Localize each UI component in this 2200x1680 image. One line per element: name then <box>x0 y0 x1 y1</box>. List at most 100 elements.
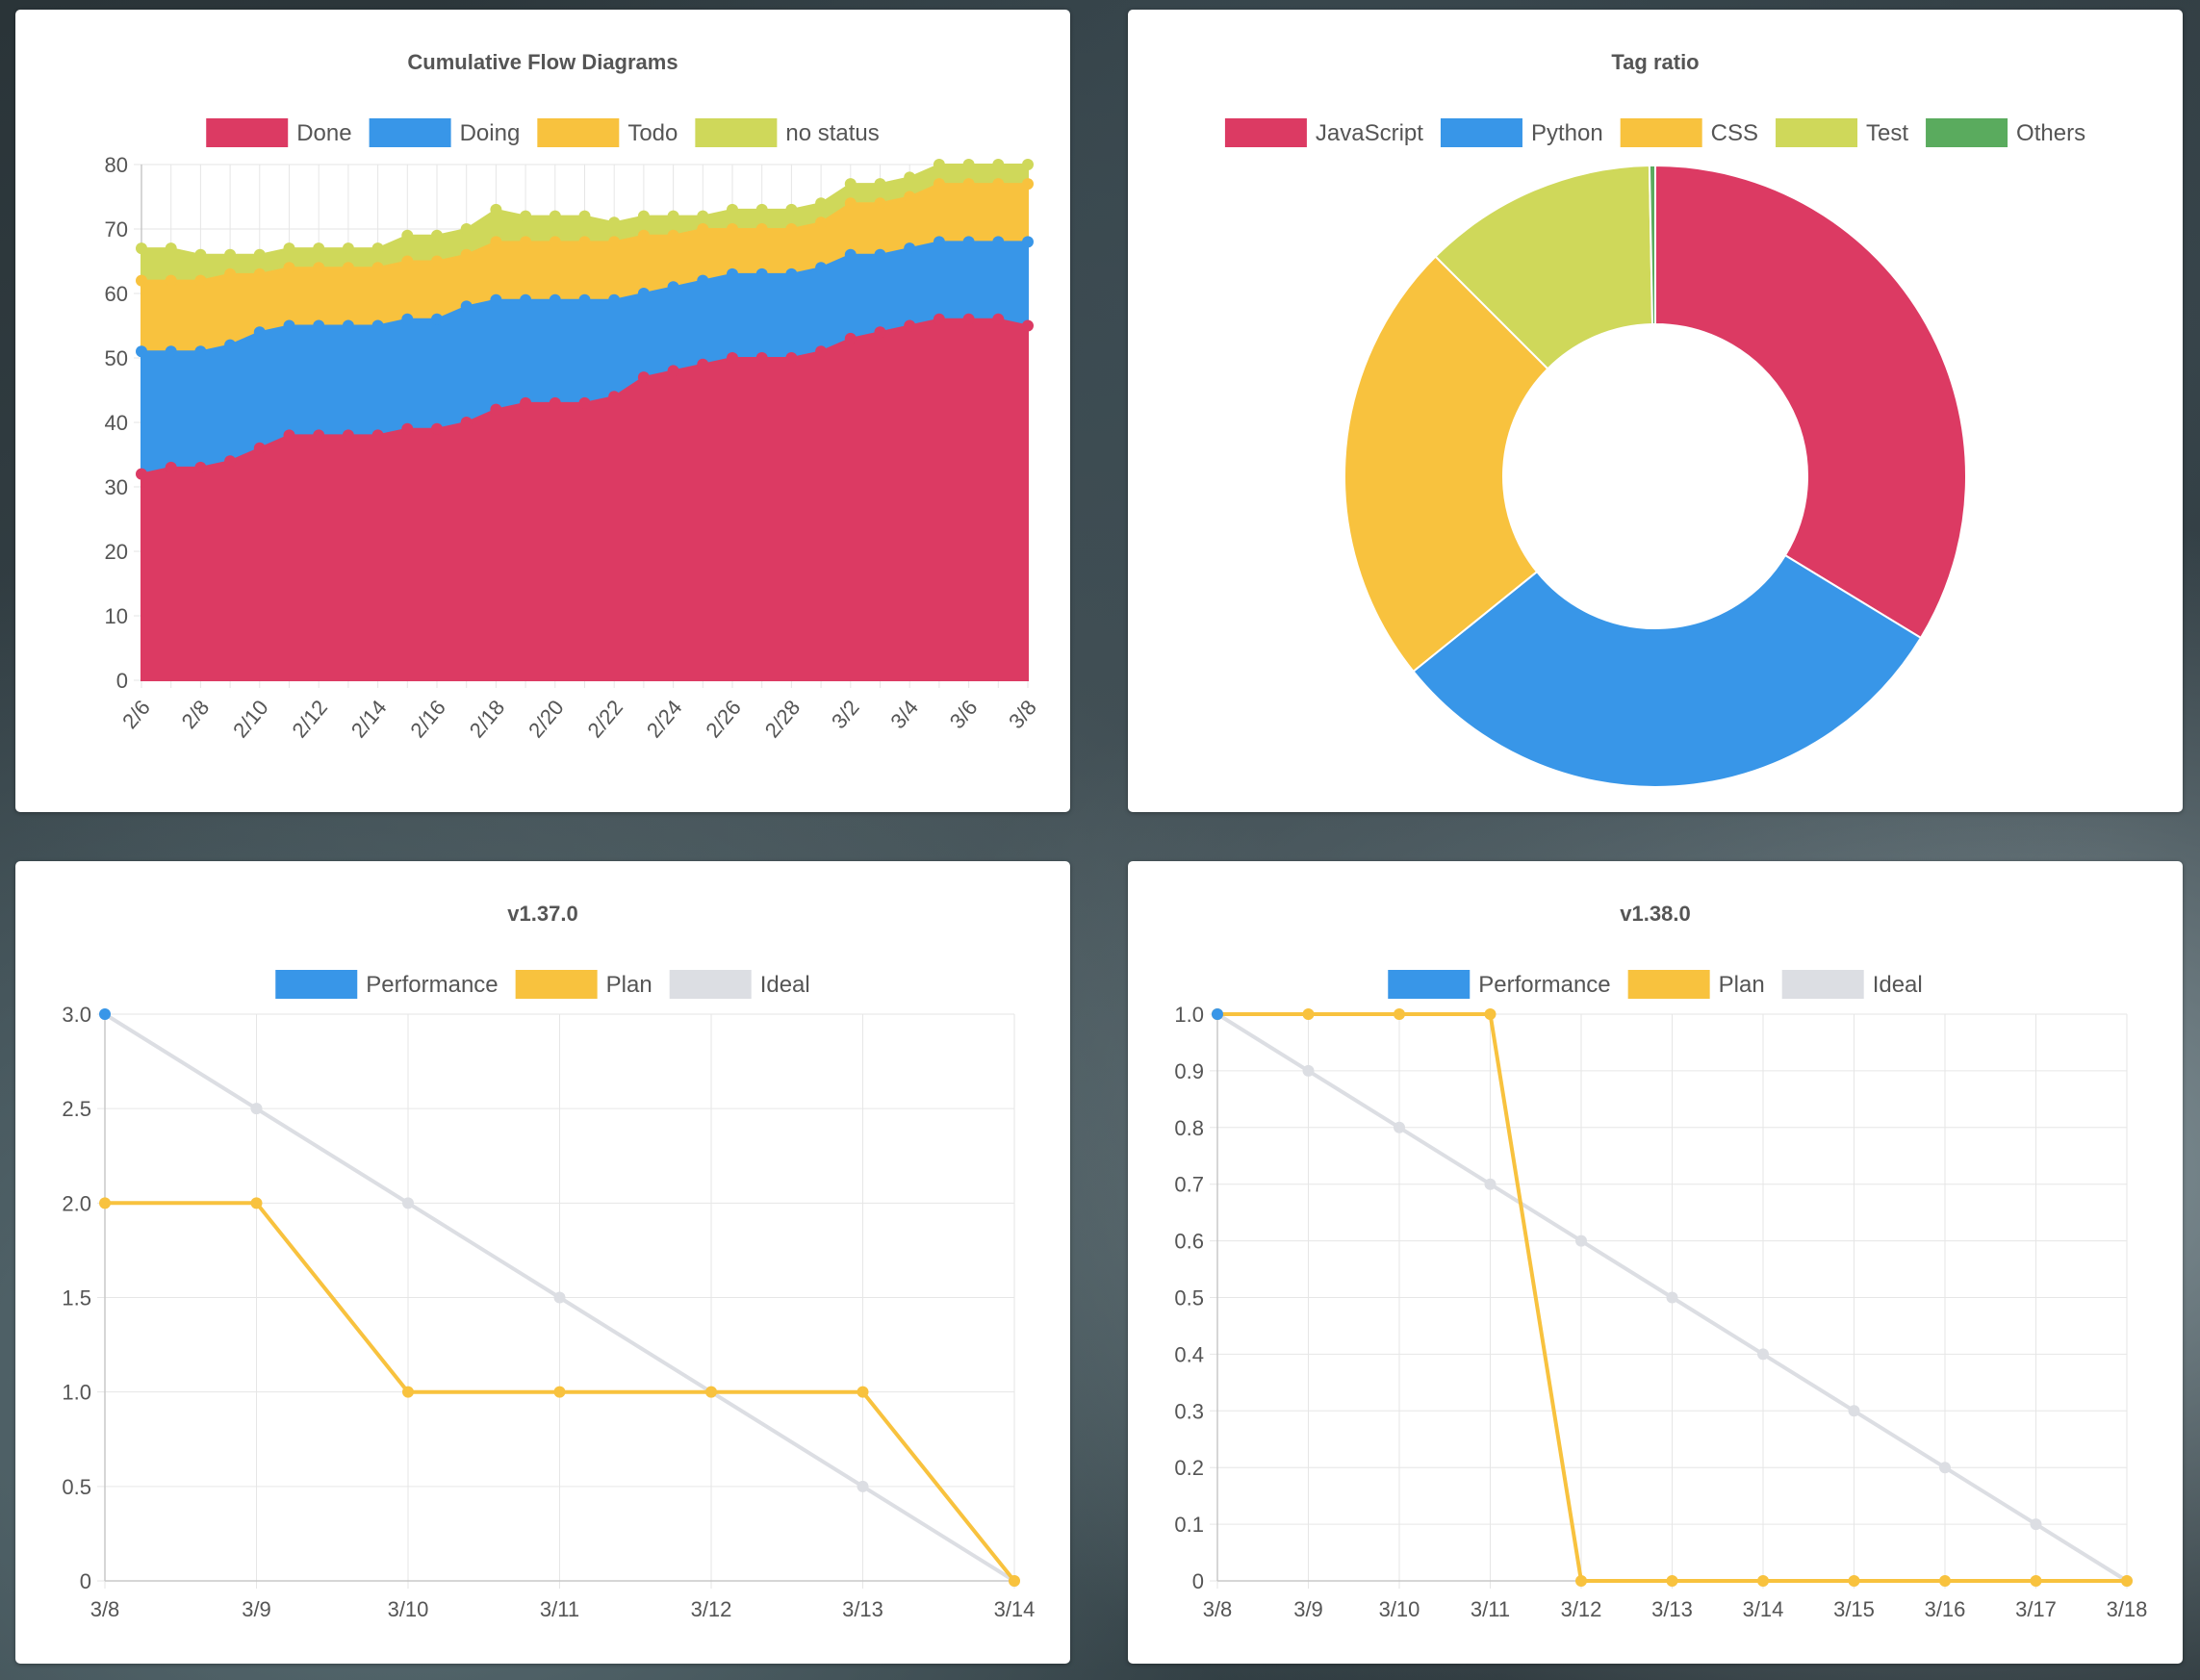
point-todo <box>697 223 709 235</box>
point-ideal <box>1939 1462 1951 1474</box>
legend-label: Performance <box>366 972 498 998</box>
point-todo <box>962 178 975 191</box>
legend-swatch <box>206 118 289 147</box>
point-done <box>224 455 237 468</box>
x-tick-label: 2/28 <box>760 696 806 743</box>
point-todo <box>224 267 237 280</box>
point-ideal <box>1666 1291 1678 1304</box>
legend-swatch <box>1440 118 1522 147</box>
y-tick-label: 0 <box>116 669 128 693</box>
point-plan <box>402 1386 414 1398</box>
chart-title: v1.38.0 <box>1620 902 1690 926</box>
point-todo <box>608 236 621 248</box>
chart-title: Cumulative Flow Diagrams <box>407 50 678 74</box>
legend-label: Performance <box>1478 972 1610 998</box>
legend-item-javascript: JavaScript <box>1224 118 1423 147</box>
point-plan <box>705 1386 717 1398</box>
legend-item-performance: Performance <box>275 970 499 999</box>
burndown-v1-37-chart: v1.37.0 Performance Plan Ideal 0 0.5 1.0 1.5 2.0… <box>62 902 1036 1621</box>
y-tick-label: 0.2 <box>1174 1456 1204 1480</box>
point-done <box>904 319 916 332</box>
point-no-status <box>283 242 295 255</box>
point-doing <box>785 267 798 280</box>
burndown-v1-38-card: v1.38.0 Performance Plan Ideal 0 0.1 0.2 0.3 0.4… <box>1128 861 2183 1664</box>
point-done <box>637 371 650 384</box>
point-no-status <box>785 203 798 216</box>
x-tick-label: 3/9 <box>1293 1597 1323 1621</box>
legend-swatch <box>1781 970 1864 999</box>
x-tick-label: 2/22 <box>582 696 627 743</box>
x-tick-label: 2/6 <box>117 696 155 734</box>
legend-swatch <box>1926 118 2008 147</box>
legend-label: Plan <box>606 972 652 998</box>
x-tick-label: 2/18 <box>465 696 510 743</box>
y-tick-label: 0.6 <box>1174 1230 1204 1254</box>
point-doing <box>520 293 532 306</box>
legend-label: Doing <box>460 120 521 146</box>
y-tick-label: 1.0 <box>1174 1003 1204 1027</box>
point-doing <box>224 339 237 351</box>
point-doing <box>136 345 147 358</box>
y-tick-label: 1.0 <box>62 1381 91 1405</box>
x-tick-label: 3/8 <box>1203 1597 1233 1621</box>
point-ideal <box>1394 1121 1405 1133</box>
point-no-status <box>727 203 738 216</box>
point-todo <box>785 223 798 235</box>
point-todo <box>1022 178 1034 191</box>
point-todo <box>755 223 768 235</box>
point-todo <box>401 255 414 267</box>
point-plan <box>1394 1008 1405 1020</box>
x-tick-label: 2/12 <box>287 696 332 743</box>
point-ideal <box>1575 1235 1587 1247</box>
legend-swatch <box>369 118 451 147</box>
point-todo <box>549 236 561 248</box>
point-doing <box>933 236 945 248</box>
burndown-v1-38-chart: v1.38.0 Performance Plan Ideal 0 0.1 0.2 0.3 0.4… <box>1174 902 2147 1621</box>
point-plan <box>1575 1575 1587 1587</box>
point-no-status <box>992 159 1005 170</box>
point-todo <box>490 236 502 248</box>
legend-swatch <box>1388 970 1471 999</box>
point-ideal <box>2030 1518 2042 1531</box>
point-plan <box>553 1386 566 1398</box>
point-ideal <box>857 1480 869 1492</box>
point-todo <box>844 197 857 210</box>
x-tick-label: 3/11 <box>540 1597 579 1621</box>
slice-css <box>1343 255 1549 674</box>
x-tick-label: 2/10 <box>228 696 273 743</box>
x-tick-label: 3/2 <box>827 696 864 734</box>
x-tick-label: 3/14 <box>1743 1597 1784 1621</box>
point-no-status <box>874 178 886 191</box>
point-no-status <box>933 159 945 170</box>
point-ideal <box>1484 1178 1497 1190</box>
legend-label: Plan <box>1719 972 1765 998</box>
point-doing <box>313 319 325 332</box>
point-plan <box>99 1197 111 1209</box>
legend-item-no-status: no status <box>695 118 880 147</box>
x-tick-label: 3/6 <box>945 696 983 734</box>
point-ideal <box>402 1197 414 1209</box>
legend-swatch <box>1620 118 1702 147</box>
point-doing <box>755 267 768 280</box>
point-done <box>136 468 147 480</box>
x-tick-label: 3/14 <box>994 1597 1036 1621</box>
point-todo <box>194 274 207 287</box>
legend-item-plan: Plan <box>515 970 652 999</box>
x-tick-label: 3/17 <box>2015 1597 2057 1621</box>
point-todo <box>874 197 886 210</box>
point-ideal <box>1302 1064 1315 1077</box>
point-todo <box>933 178 945 191</box>
point-doing <box>844 248 857 261</box>
legend-item-done: Done <box>206 118 352 147</box>
point-done <box>1022 319 1034 332</box>
x-tick-label: 2/16 <box>405 696 450 743</box>
y-tick-label: 0.8 <box>1174 1116 1204 1140</box>
x-tick-label: 3/13 <box>1651 1597 1693 1621</box>
y-tick-label: 1.5 <box>62 1286 91 1311</box>
point-no-status <box>224 248 237 261</box>
point-no-status <box>165 242 177 255</box>
point-done <box>815 345 828 358</box>
point-no-status <box>253 248 266 261</box>
point-plan <box>2121 1575 2133 1587</box>
point-no-status <box>962 159 975 170</box>
